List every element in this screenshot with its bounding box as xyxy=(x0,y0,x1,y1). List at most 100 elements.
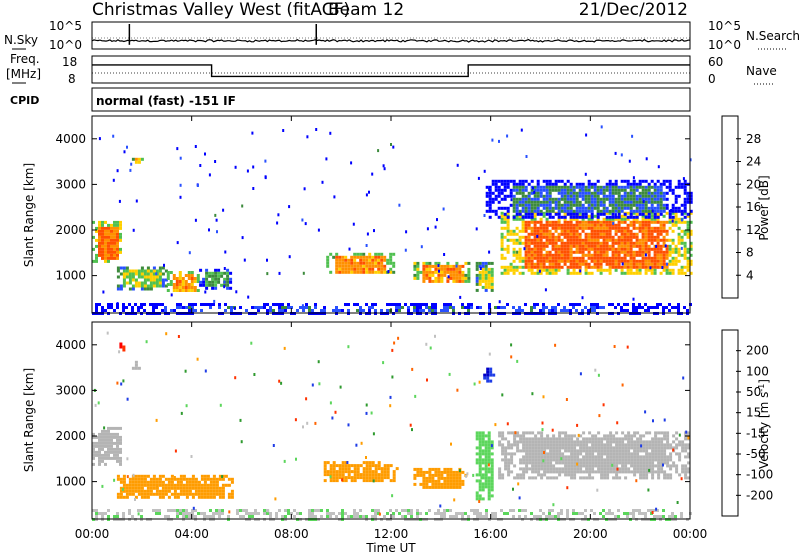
scatter-cell xyxy=(587,250,591,254)
scatter-cell xyxy=(481,458,485,462)
scatter-cell xyxy=(653,217,657,221)
scatter-cell xyxy=(609,470,613,474)
scatter-cell xyxy=(602,235,606,239)
scatter-cell xyxy=(208,274,212,278)
scatter-cell xyxy=(527,256,531,260)
scatter-cell xyxy=(119,477,123,481)
scatter-cell xyxy=(618,437,622,441)
scatter-cell xyxy=(534,470,538,474)
scatter-cell xyxy=(179,303,182,306)
scatter-cell xyxy=(386,473,390,477)
scatter-cell xyxy=(425,267,429,271)
scatter-cell xyxy=(389,479,393,483)
scatter-cell xyxy=(437,470,441,474)
scatter-cell xyxy=(446,467,450,471)
scatter-cell xyxy=(329,467,333,471)
scatter-cell xyxy=(533,247,537,251)
scatter-cell xyxy=(341,464,345,468)
scatter-cell xyxy=(163,263,165,267)
scatter-cell xyxy=(176,147,179,151)
scatter-cell xyxy=(614,253,618,257)
scatter-cell xyxy=(95,515,98,518)
scatter-cell xyxy=(567,434,571,438)
velocity-cells xyxy=(92,331,692,521)
scatter-cell xyxy=(596,247,600,251)
scatter-cell xyxy=(536,515,539,518)
scatter-cell xyxy=(659,206,663,210)
scatter-cell xyxy=(334,410,337,414)
scatter-cell xyxy=(623,220,627,224)
scatter-cell xyxy=(97,401,100,405)
scatter-cell xyxy=(356,252,360,256)
scatter-cell xyxy=(353,303,356,306)
scatter-cell xyxy=(507,431,511,435)
scatter-cell xyxy=(485,194,489,198)
scatter-cell xyxy=(323,473,327,477)
scatter-cell xyxy=(341,264,345,268)
scatter-cell xyxy=(452,264,456,268)
scatter-cell xyxy=(335,476,339,480)
scatter-cell xyxy=(659,188,663,192)
scatter-cell xyxy=(503,265,507,269)
scatter-cell xyxy=(584,223,588,227)
scatter-cell xyxy=(533,226,537,230)
scatter-cell xyxy=(302,306,305,309)
scatter-cell xyxy=(656,241,660,245)
scatter-cell xyxy=(158,278,162,282)
scatter-cell xyxy=(668,262,672,266)
scatter-cell xyxy=(672,434,676,438)
scatter-cell xyxy=(527,220,531,224)
scatter-cell xyxy=(461,270,465,274)
scatter-cell xyxy=(689,253,693,257)
scatter-cell xyxy=(350,515,353,518)
scatter-cell xyxy=(112,178,115,182)
scatter-cell xyxy=(575,303,578,306)
scatter-cell xyxy=(522,458,526,462)
scatter-cell xyxy=(626,271,630,275)
scatter-cell xyxy=(665,247,669,251)
scatter-cell xyxy=(371,303,374,306)
scatter-cell xyxy=(419,309,422,312)
noise-panel-frame xyxy=(91,21,691,50)
scatter-cell xyxy=(639,461,643,465)
scatter-cell xyxy=(359,509,362,512)
scatter-cell xyxy=(651,440,655,444)
scatter-cell xyxy=(332,255,336,259)
scatter-cell xyxy=(331,416,334,420)
scatter-cell xyxy=(666,461,670,465)
scatter-cell xyxy=(653,247,657,251)
scatter-cell xyxy=(152,281,156,285)
scatter-cell xyxy=(614,247,618,251)
scatter-cell xyxy=(669,476,673,480)
scatter-cell xyxy=(618,452,622,456)
scatter-cell xyxy=(276,221,279,225)
scatter-cell xyxy=(494,188,498,192)
scatter-cell xyxy=(638,182,642,186)
scatter-cell xyxy=(137,366,141,370)
scatter-cell xyxy=(485,509,488,512)
scatter-cell xyxy=(569,209,573,213)
scatter-cell xyxy=(666,431,670,435)
scatter-cell xyxy=(593,250,597,254)
scatter-cell xyxy=(539,309,542,312)
scatter-cell xyxy=(131,287,135,291)
scatter-cell xyxy=(570,473,574,477)
scatter-cell xyxy=(566,194,570,198)
scatter-cell xyxy=(251,306,254,309)
scatter-cell xyxy=(140,287,144,291)
scatter-cell xyxy=(510,452,514,456)
scatter-cell xyxy=(481,476,485,480)
scatter-cell xyxy=(653,271,657,275)
scatter-cell xyxy=(686,223,690,227)
scatter-cell xyxy=(560,194,564,198)
scatter-cell xyxy=(188,492,192,496)
scatter-cell xyxy=(518,203,522,207)
scatter-cell xyxy=(602,232,606,236)
scatter-cell xyxy=(478,494,482,498)
scatter-cell xyxy=(184,369,187,373)
scatter-cell xyxy=(353,467,357,471)
scatter-cell xyxy=(197,489,201,493)
scatter-cell xyxy=(104,456,107,460)
scatter-cell xyxy=(561,470,565,474)
scatter-cell xyxy=(578,265,582,269)
